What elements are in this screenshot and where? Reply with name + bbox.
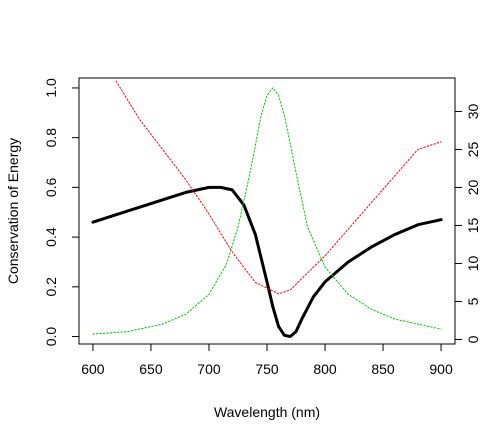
y2-tick-label: 5 bbox=[465, 297, 481, 305]
y2-tick-label: 25 bbox=[465, 141, 481, 157]
x-tick-label: 900 bbox=[429, 361, 453, 377]
y-tick-label: 0.6 bbox=[43, 177, 59, 197]
x-axis-title: Wavelength (nm) bbox=[214, 404, 320, 420]
series-line-1 bbox=[91, 185, 443, 338]
y2-axis: 0 5 10 15 20 25 30 bbox=[455, 103, 481, 343]
x-axis: 600 650 700 750 800 850 900 bbox=[81, 344, 453, 377]
y2-tick-label: 20 bbox=[465, 179, 481, 195]
series-line-2 bbox=[92, 87, 442, 335]
x-tick-label: 850 bbox=[371, 361, 395, 377]
y-axis-title: Conservation of Energy bbox=[5, 138, 21, 284]
y-tick-label: 1.0 bbox=[43, 78, 59, 98]
y2-tick-label: 0 bbox=[465, 335, 481, 343]
x-tick-label: 700 bbox=[197, 361, 221, 377]
x-tick-label: 800 bbox=[313, 361, 337, 377]
x-tick-label: 750 bbox=[255, 361, 279, 377]
y-tick-label: 0.2 bbox=[43, 277, 59, 297]
x-tick-label: 600 bbox=[81, 361, 105, 377]
y2-tick-label: 10 bbox=[465, 255, 481, 271]
plot-frame bbox=[78, 77, 456, 345]
series-line-3 bbox=[115, 80, 442, 295]
chart-marks bbox=[91, 80, 443, 338]
y-tick-label: 0.4 bbox=[43, 227, 59, 247]
y-tick-label: 0.0 bbox=[43, 327, 59, 347]
y-tick-label: 0.8 bbox=[43, 128, 59, 148]
y2-tick-label: 15 bbox=[465, 217, 481, 233]
y2-tick-label: 30 bbox=[465, 103, 481, 119]
x-tick-label: 650 bbox=[139, 361, 163, 377]
y-axis: 0.0 0.2 0.4 0.6 0.8 1.0 bbox=[43, 78, 79, 346]
